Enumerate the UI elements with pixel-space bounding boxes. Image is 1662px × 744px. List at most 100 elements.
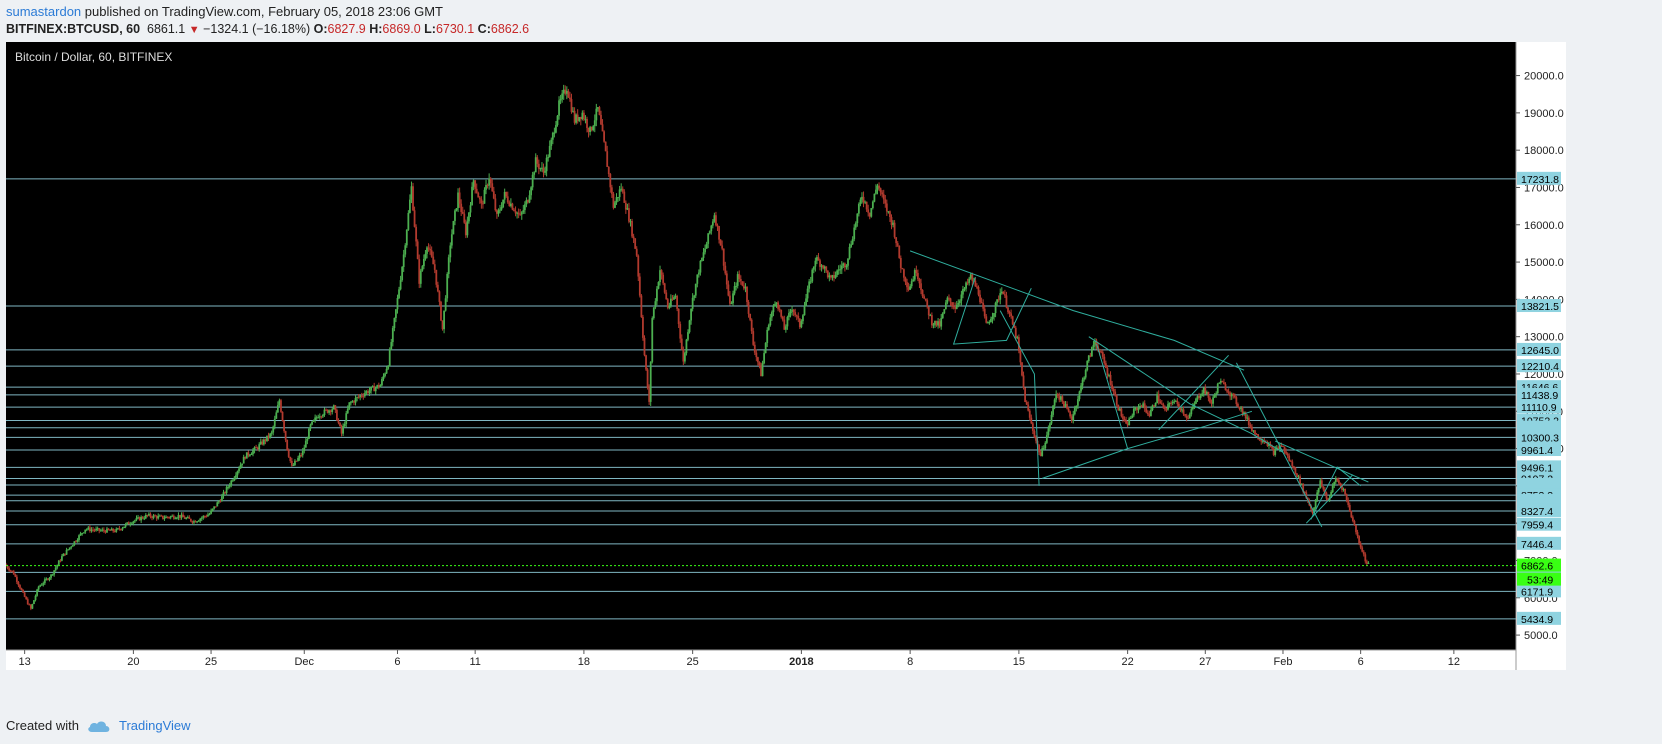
trendline[interactable] (1096, 343, 1129, 449)
candle-body (836, 270, 839, 275)
candle-body (211, 508, 214, 511)
candle-body (252, 450, 254, 454)
candle-body (921, 290, 924, 297)
trendline[interactable] (909, 250, 1245, 371)
candle-body (1226, 390, 1228, 392)
candle-body (892, 222, 894, 225)
candle-body (225, 487, 228, 494)
candle-body (893, 222, 896, 238)
candle-body (767, 325, 770, 330)
candle-body (825, 266, 828, 271)
candle-body (1081, 379, 1084, 386)
price-chart[interactable]: 5000.06000.07000.08000.09000.010000.0110… (5, 42, 1566, 670)
candle-body (756, 357, 759, 363)
candle-body (116, 528, 119, 530)
candle-body (1361, 547, 1364, 552)
candle-body (37, 586, 40, 590)
down-arrow-icon: ▼ (188, 24, 200, 36)
candle-body (409, 199, 411, 213)
candle-body (1179, 407, 1182, 411)
trendline[interactable] (1042, 410, 1253, 479)
author-link[interactable]: sumastardon (6, 4, 82, 19)
candle-body (635, 248, 638, 256)
candle-body (1016, 337, 1019, 339)
candle-body (769, 317, 772, 326)
candle-body (589, 126, 592, 132)
candle-body (373, 385, 376, 392)
candle-body (500, 207, 503, 210)
candle-body (705, 243, 708, 249)
candle-body (22, 590, 24, 593)
candle-body (974, 280, 977, 287)
candle-body (537, 163, 540, 169)
candle-body (792, 309, 795, 313)
candle-body (217, 501, 220, 503)
candle-body (56, 564, 59, 568)
level-price-label: 9496.1 (1521, 462, 1553, 474)
candle-body (811, 269, 814, 282)
candle-body (385, 368, 388, 374)
candle-body (581, 112, 584, 120)
candle-body (674, 296, 677, 298)
candle-body (544, 171, 546, 173)
candle-body (443, 310, 445, 330)
candle-body (528, 195, 531, 203)
candle-body (943, 309, 946, 314)
trendline[interactable] (1310, 466, 1362, 520)
candle-body (982, 302, 985, 309)
candle-body (969, 274, 972, 279)
current-price-tag (1517, 558, 1561, 572)
candle-body (514, 211, 517, 214)
candle-body (960, 294, 963, 301)
candle-body (51, 574, 54, 576)
candle-body (1019, 350, 1022, 363)
trendline[interactable] (999, 310, 1040, 486)
candle-body (612, 193, 615, 208)
candle-body (64, 553, 66, 555)
level-price-label: 17231.8 (1521, 174, 1559, 186)
candle-body (1243, 412, 1246, 414)
candle-body (33, 600, 35, 605)
trendline[interactable] (1305, 474, 1354, 524)
candle-body (1251, 426, 1253, 431)
level-price-tag (1517, 387, 1561, 401)
candle-body (143, 518, 146, 520)
candle-body (878, 185, 880, 189)
candle-body (715, 215, 717, 226)
candle-body (1160, 403, 1163, 405)
candle-body (1118, 408, 1121, 411)
candle-body (396, 298, 399, 310)
candle-body (522, 210, 525, 213)
candle-body (822, 265, 825, 269)
candle-body (460, 203, 463, 212)
candle-body (988, 322, 991, 324)
candle-body (182, 514, 184, 518)
candle-body (323, 409, 326, 416)
candle-body (1129, 417, 1132, 419)
candle-body (826, 270, 829, 278)
candle-body (885, 203, 888, 212)
candle-body (151, 516, 153, 518)
trendline[interactable] (952, 276, 1032, 345)
trendline[interactable] (1088, 336, 1284, 453)
candle-body (817, 257, 820, 261)
candle-body (20, 588, 23, 591)
tradingview-link[interactable]: TradingView (118, 718, 191, 733)
open-value: 6827.9 (327, 22, 366, 36)
candle-body (666, 299, 669, 308)
candle-body (1033, 430, 1036, 438)
candle-body (1218, 382, 1221, 384)
y-tick-label: 18000.0 (1524, 145, 1564, 157)
candle-body (194, 521, 197, 523)
candle-body (1185, 415, 1188, 419)
candle-body (965, 282, 967, 289)
chart-area[interactable]: 5000.06000.07000.08000.09000.010000.0110… (5, 42, 1566, 675)
candle-body (231, 480, 234, 482)
trendline[interactable] (1235, 362, 1323, 528)
level-price-label: 12645.0 (1521, 345, 1559, 357)
candle-body (17, 581, 20, 586)
candle-body (551, 132, 554, 140)
trendline[interactable] (1274, 440, 1369, 483)
trendline[interactable] (1158, 354, 1229, 431)
candle-body (1367, 562, 1370, 564)
